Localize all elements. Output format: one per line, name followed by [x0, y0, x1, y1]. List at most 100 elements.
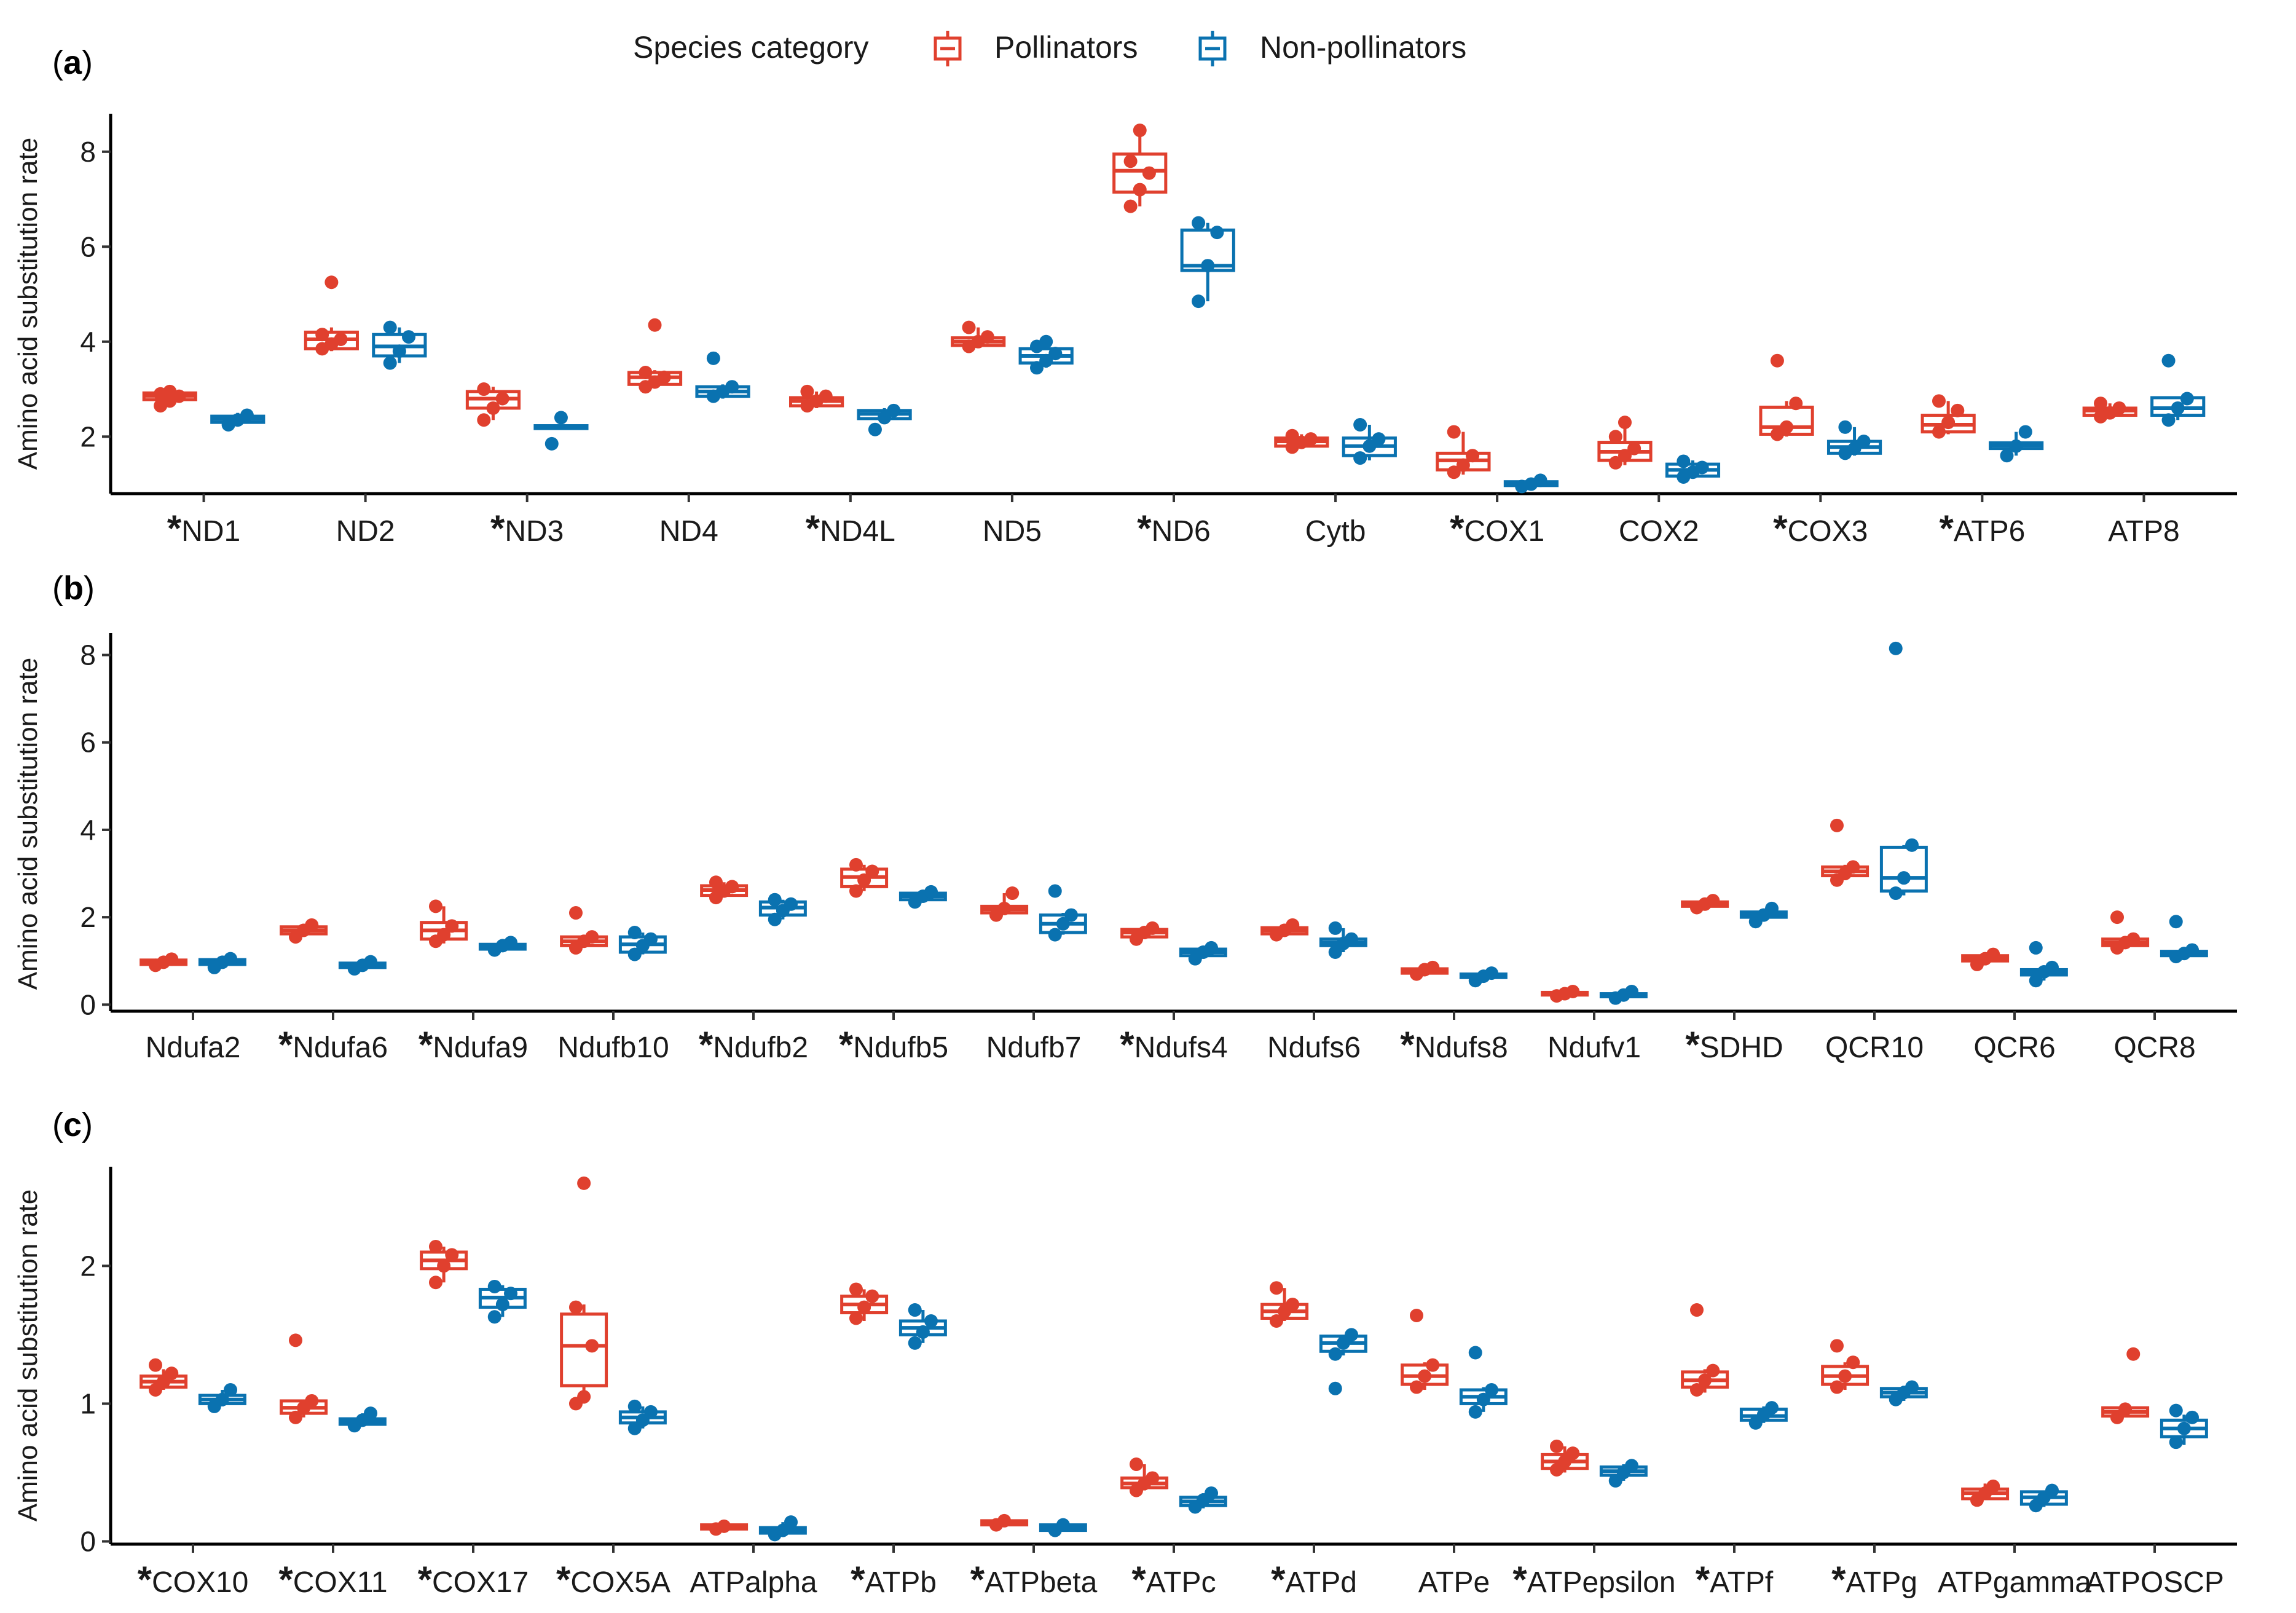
data-point	[1269, 1314, 1283, 1328]
data-point	[2045, 960, 2059, 974]
data-point	[2185, 943, 2200, 957]
x-tick-label: *COX10	[138, 1559, 249, 1600]
data-point	[800, 384, 814, 398]
x-tick-label: *COX11	[278, 1559, 387, 1600]
data-point	[1192, 294, 1206, 309]
data-point	[2161, 353, 2176, 368]
data-point	[165, 1367, 179, 1381]
data-point	[504, 936, 518, 950]
data-point	[857, 1300, 871, 1314]
x-tick-label: ATPOSCP	[2085, 1566, 2224, 1599]
data-point	[163, 384, 177, 398]
data-point	[1030, 361, 1044, 375]
data-point	[1765, 1401, 1779, 1415]
box-pollinators	[140, 952, 188, 972]
data-point	[477, 382, 491, 396]
x-tick-label: *ND4L	[806, 508, 895, 549]
data-point	[908, 1336, 922, 1350]
data-point	[1558, 1454, 1572, 1469]
y-tick-label: 2	[80, 901, 96, 933]
data-point	[997, 901, 1012, 915]
data-point	[1146, 921, 1160, 935]
box-pollinators	[1120, 921, 1169, 946]
data-point	[224, 1383, 238, 1397]
data-point	[924, 1314, 938, 1328]
data-point	[1133, 183, 1147, 197]
box-non-pollinators	[2160, 1403, 2208, 1449]
data-point	[768, 893, 782, 907]
box-pollinators	[1681, 1303, 1729, 1397]
box-pollinators	[2101, 1347, 2150, 1424]
panel-label: (c)	[52, 1106, 93, 1143]
data-point	[1426, 960, 1440, 974]
data-point	[315, 328, 329, 342]
data-point	[849, 1311, 863, 1325]
data-point	[1677, 454, 1691, 468]
data-point	[725, 880, 739, 894]
panel-c: (c) Amino acid substitution rate 0 1 2 *COX10…	[13, 1106, 2237, 1600]
x-tick-label: *SDHD	[1685, 1024, 1783, 1065]
x-tick-label: ATPalpha	[690, 1566, 817, 1599]
data-point	[148, 1358, 162, 1372]
data-point	[1201, 259, 1215, 273]
data-point	[1005, 886, 1020, 901]
data-point	[878, 411, 892, 425]
data-point	[1485, 966, 1499, 980]
box-non-pollinators	[1459, 1346, 1508, 1419]
data-point	[1905, 1380, 1919, 1394]
y-tick-label: 8	[80, 136, 96, 168]
data-point	[865, 864, 879, 878]
box-non-pollinators	[533, 411, 589, 451]
box-non-pollinators	[2150, 353, 2206, 427]
box-non-pollinators	[1599, 985, 1648, 1005]
box-non-pollinators	[1319, 921, 1367, 960]
data-point	[1627, 441, 1641, 456]
data-point	[1447, 425, 1461, 439]
box-non-pollinators	[478, 936, 527, 957]
x-tick-label: *ATP6	[1939, 508, 2025, 549]
box-non-pollinators	[1039, 884, 1087, 942]
data-point	[2029, 941, 2043, 955]
data-point	[1780, 420, 1794, 434]
box-non-pollinators	[198, 1383, 246, 1413]
box-non-pollinators	[758, 1515, 807, 1542]
data-point	[305, 918, 319, 932]
box-body	[560, 1312, 608, 1387]
data-point	[1549, 1462, 1563, 1477]
data-point	[224, 952, 238, 966]
data-point	[776, 1523, 790, 1537]
box-pollinators	[465, 382, 521, 427]
data-point	[2161, 413, 2176, 427]
x-tick-label: QCR10	[1825, 1031, 1924, 1064]
data-point	[1608, 456, 1622, 470]
data-point	[657, 370, 671, 384]
box-non-pollinators	[1739, 901, 1788, 929]
data-point	[1056, 917, 1070, 931]
x-tick-label: Ndufs6	[1267, 1031, 1361, 1064]
box-non-pollinators	[198, 952, 246, 974]
box-pollinators	[560, 906, 608, 955]
data-point	[1846, 1355, 1860, 1370]
x-tick-label: *ATPb	[851, 1559, 937, 1600]
data-point	[495, 392, 509, 406]
data-point	[1770, 427, 1784, 441]
y-tick-label: 4	[80, 326, 96, 358]
box-pollinators	[1961, 1479, 2010, 1507]
box-non-pollinators	[2160, 915, 2208, 964]
box-pollinators	[2082, 396, 2137, 424]
data-point	[1056, 1518, 1070, 1532]
box-pollinators	[789, 384, 844, 413]
data-point	[1133, 124, 1147, 138]
data-point	[916, 1325, 930, 1339]
data-point	[627, 1421, 642, 1435]
data-point	[857, 873, 871, 887]
x-tick-label: *ATPc	[1131, 1559, 1216, 1600]
data-point	[1269, 1281, 1283, 1295]
data-point	[324, 275, 339, 290]
data-point	[2112, 401, 2126, 415]
data-point	[1426, 1358, 1440, 1372]
box-non-pollinators	[695, 351, 750, 403]
data-point	[495, 1298, 509, 1312]
data-point	[717, 1519, 731, 1533]
data-point	[1549, 1439, 1563, 1453]
